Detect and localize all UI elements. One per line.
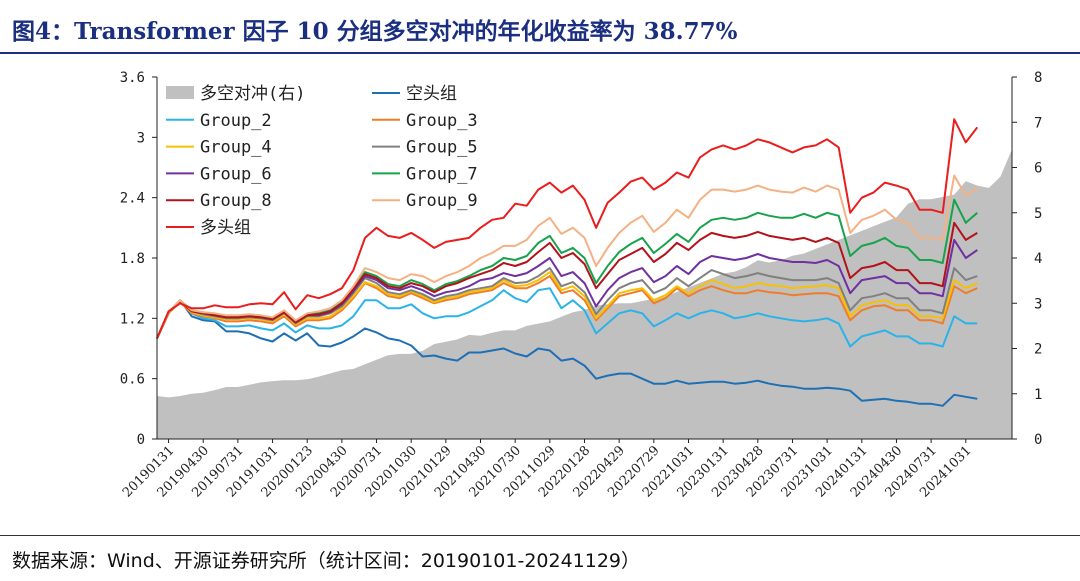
y2-tick-label: 1: [1034, 387, 1042, 403]
legend-label: 多头组: [200, 218, 251, 238]
y-tick-label: 0.6: [120, 372, 145, 388]
line-series-1: [156, 299, 978, 407]
legend-label: Group_8: [200, 191, 272, 211]
area-series-long-short: [157, 149, 1012, 439]
line-series-10: [156, 118, 979, 339]
data-source-note: 数据来源：Wind、开源证券研究所（统计区间：20190101-20241129…: [12, 550, 641, 572]
legend-label: Group_3: [406, 111, 478, 131]
legend-label: Group_6: [200, 164, 272, 184]
line-series-3: [156, 275, 978, 339]
y-tick-label: 0: [137, 432, 145, 448]
legend: 多空对冲(右) 空头组 Group_2 Group_3 Group_4 Group_5 Gr…: [166, 84, 478, 238]
y-tick-label: 3.6: [120, 70, 145, 86]
chart: 00.61.21.82.433.601234567820190131201904…: [120, 70, 1043, 501]
y2-tick-label: 2: [1034, 342, 1042, 358]
y-tick-label: 1.8: [120, 251, 145, 267]
y-tick-label: 3: [137, 130, 145, 146]
legend-label: 空头组: [406, 84, 457, 104]
line-series-8: [156, 221, 978, 339]
legend-label: Group_5: [406, 138, 478, 158]
legend-swatch: [166, 86, 194, 99]
y-tick-label: 1.2: [120, 311, 145, 327]
legend-label: Group_7: [406, 164, 478, 184]
y-tick-label: 2.4: [120, 191, 145, 207]
line-series-2: [156, 287, 978, 348]
legend-label: Group_2: [200, 111, 272, 131]
footer-divider: [0, 535, 1080, 536]
y2-tick-label: 3: [1034, 296, 1042, 312]
y2-tick-label: 0: [1034, 432, 1042, 448]
y2-tick-label: 4: [1034, 251, 1042, 267]
figure-title: 图4：Transformer 因子 10 分组多空对冲的年化收益率为 38.77…: [12, 18, 738, 45]
legend-label: Group_4: [200, 138, 272, 158]
title-divider: [0, 52, 1080, 54]
line-series-9: [156, 174, 978, 339]
y2-tick-label: 5: [1034, 206, 1042, 222]
area-layer: [157, 149, 1012, 439]
legend-label: 多空对冲(右): [200, 84, 305, 104]
legend-label: Group_9: [406, 191, 478, 211]
y2-tick-label: 6: [1034, 161, 1042, 177]
y2-tick-label: 8: [1034, 70, 1042, 86]
y2-tick-label: 7: [1034, 115, 1042, 131]
line-layer: [156, 118, 979, 407]
